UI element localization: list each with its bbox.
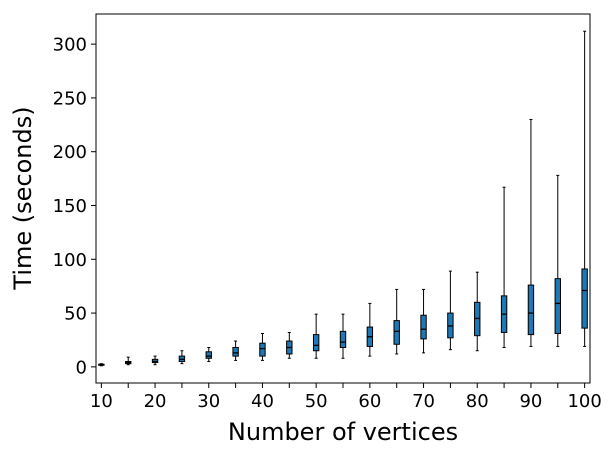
box-65 xyxy=(393,288,400,355)
x-tick-label: 80 xyxy=(466,391,489,412)
box-body xyxy=(527,284,535,336)
y-tick-label: 100 xyxy=(53,250,87,271)
box-90 xyxy=(527,118,535,347)
y-tick-label: 0 xyxy=(76,357,87,378)
box-40 xyxy=(259,333,266,361)
box-80 xyxy=(474,271,481,352)
box-15 xyxy=(125,356,132,366)
box-10 xyxy=(98,363,105,367)
x-tick-label: 10 xyxy=(90,391,113,412)
y-tick-label: 200 xyxy=(53,142,87,163)
box-body xyxy=(581,268,588,329)
plot-area xyxy=(98,30,588,367)
box-55 xyxy=(339,313,347,359)
y-tick-label: 300 xyxy=(53,35,87,56)
box-body xyxy=(339,330,347,348)
x-tick-label: 60 xyxy=(358,391,381,412)
x-tick-label: 50 xyxy=(305,391,328,412)
box-body xyxy=(420,314,427,340)
box-25 xyxy=(178,350,186,365)
box-60 xyxy=(366,302,374,357)
x-tick-label: 30 xyxy=(197,391,220,412)
y-tick-label: 250 xyxy=(53,88,87,109)
box-body xyxy=(259,342,266,357)
box-body xyxy=(554,278,561,335)
x-tick-label: 40 xyxy=(251,391,274,412)
box-45 xyxy=(286,331,293,359)
box-20 xyxy=(151,355,159,366)
box-75 xyxy=(447,270,454,351)
box-100 xyxy=(581,30,588,347)
box-body xyxy=(232,346,239,357)
box-body xyxy=(393,320,400,345)
box-body xyxy=(205,351,212,359)
box-70 xyxy=(420,288,427,354)
y-axis-label: Time (seconds) xyxy=(9,106,37,290)
y-tick-label: 150 xyxy=(53,196,87,217)
box-50 xyxy=(312,313,320,359)
x-tick-label: 90 xyxy=(519,391,542,412)
x-axis-label: Number of vertices xyxy=(228,418,458,446)
x-tick-label: 20 xyxy=(144,391,167,412)
x-tick-label: 100 xyxy=(567,391,601,412)
y-tick-label: 50 xyxy=(64,304,87,325)
box-30 xyxy=(205,346,212,362)
box-35 xyxy=(232,340,239,361)
box-95 xyxy=(554,174,561,347)
box-body xyxy=(312,334,320,352)
x-tick-label: 70 xyxy=(412,391,435,412)
axes: 0 50 100 150 200 250 300 10 20 30 40 50 60 70 80 90 100 xyxy=(53,13,602,412)
box-85 xyxy=(500,186,508,348)
